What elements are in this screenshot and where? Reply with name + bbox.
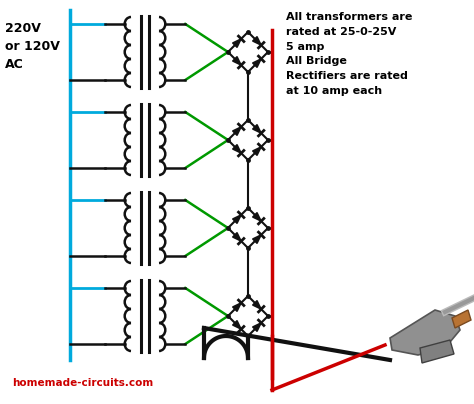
Polygon shape bbox=[233, 233, 241, 241]
Polygon shape bbox=[233, 321, 241, 329]
Polygon shape bbox=[233, 215, 241, 223]
Polygon shape bbox=[253, 59, 261, 67]
Polygon shape bbox=[390, 310, 460, 355]
Text: homemade-circuits.com: homemade-circuits.com bbox=[12, 378, 153, 388]
Polygon shape bbox=[233, 303, 241, 311]
Polygon shape bbox=[420, 340, 454, 363]
Polygon shape bbox=[233, 57, 241, 65]
Polygon shape bbox=[253, 323, 261, 331]
Polygon shape bbox=[253, 147, 261, 156]
Text: 220V
or 120V
AC: 220V or 120V AC bbox=[5, 22, 60, 71]
Text: All transformers are
rated at 25-0-25V
5 amp
All Bridge
Rectifiers are rated
at : All transformers are rated at 25-0-25V 5… bbox=[286, 12, 412, 96]
Polygon shape bbox=[253, 235, 261, 243]
Polygon shape bbox=[233, 39, 241, 47]
Polygon shape bbox=[233, 145, 241, 153]
Polygon shape bbox=[253, 37, 261, 45]
Polygon shape bbox=[253, 213, 261, 221]
Polygon shape bbox=[452, 310, 471, 328]
Polygon shape bbox=[253, 301, 261, 309]
Polygon shape bbox=[233, 127, 241, 135]
Polygon shape bbox=[253, 124, 261, 133]
